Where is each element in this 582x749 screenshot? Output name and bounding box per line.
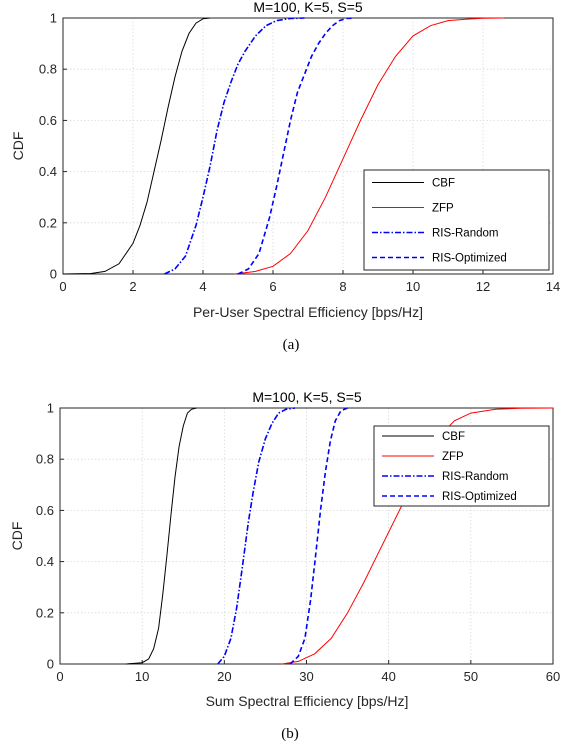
chart-b-ylabel: CDF [9, 522, 25, 551]
x-tick-label: 60 [546, 669, 560, 684]
x-tick-label: 40 [381, 669, 395, 684]
chart-a-xlabel: Per-User Spectral Efficiency [bps/Hz] [193, 304, 423, 320]
x-tick-label: 10 [406, 279, 420, 294]
y-tick-label: 1 [47, 401, 54, 416]
series-line-ris-random [217, 407, 296, 665]
chart-a-title: M=100, K=5, S=5 [253, 0, 363, 15]
y-tick-label: 0.8 [39, 62, 57, 77]
y-tick-label: 0.2 [39, 215, 57, 230]
x-tick-label: 8 [339, 279, 346, 294]
y-tick-label: 0.8 [36, 452, 54, 467]
y-tick-label: 0.6 [39, 113, 57, 128]
legend-label: RIS-Optimized [432, 253, 507, 265]
x-tick-label: 6 [269, 279, 276, 294]
x-tick-label: 50 [464, 669, 478, 684]
chart-b-caption: (b) [281, 726, 299, 742]
legend-label: RIS-Random [442, 471, 508, 483]
x-tick-label: 14 [546, 279, 560, 294]
chart-a-ylabel: CDF [10, 132, 26, 161]
x-tick-label: 0 [56, 669, 63, 684]
legend-label: ZFP [442, 451, 464, 463]
series-line-cbf [125, 407, 197, 665]
series-a [62, 17, 505, 275]
chart-a-caption: (a) [283, 337, 300, 353]
x-tick-label: 30 [299, 669, 313, 684]
legend-a: CBF ZFP RIS-Random RIS-Optimized [363, 169, 550, 271]
y-tick-label: 0.4 [39, 164, 57, 179]
y-tick-label: 0.2 [36, 605, 54, 620]
chart-a: 0 2 4 6 8 10 12 14 0 0.2 0.4 0.6 0.8 1 CBF ZFP RIS-Rand… [10, 0, 560, 353]
legend-label: RIS-Optimized [442, 491, 517, 503]
legend-label: CBF [442, 431, 465, 443]
series-line-ris-random [164, 17, 305, 275]
legend-label: RIS-Random [432, 228, 498, 240]
legend-box [363, 169, 550, 271]
y-tick-label: 0 [47, 657, 54, 672]
y-tick-label: 0 [50, 267, 57, 282]
legend-b: CBF ZFP RIS-Random RIS-Optimized [373, 425, 550, 507]
ticks-b: 0 10 20 30 40 50 60 0 0.2 0.4 0.6 0.8 1 [36, 401, 560, 685]
chart-b-title: M=100, K=5, S=5 [252, 389, 362, 405]
chart-b: 0 10 20 30 40 50 60 0 0.2 0.4 0.6 0.8 1 CBF ZFP RIS-Ra… [9, 389, 560, 742]
legend-label: CBF [432, 178, 455, 190]
y-tick-label: 0.4 [36, 554, 54, 569]
x-tick-label: 4 [199, 279, 206, 294]
series-line-cbf [62, 17, 211, 275]
x-tick-label: 10 [135, 669, 149, 684]
chart-b-xlabel: Sum Spectral Efficiency [bps/Hz] [206, 693, 409, 709]
x-tick-label: 2 [129, 279, 136, 294]
series-line-ris-optimized [237, 17, 354, 275]
legend-box [373, 425, 550, 507]
plot-area-a [62, 17, 554, 275]
legend-label: ZFP [432, 203, 454, 215]
y-tick-label: 0.6 [36, 503, 54, 518]
series-line-zfp [234, 17, 505, 275]
x-tick-label: 20 [217, 669, 231, 684]
x-tick-label: 12 [476, 279, 490, 294]
x-tick-label: 0 [59, 279, 66, 294]
y-tick-label: 1 [50, 11, 57, 26]
